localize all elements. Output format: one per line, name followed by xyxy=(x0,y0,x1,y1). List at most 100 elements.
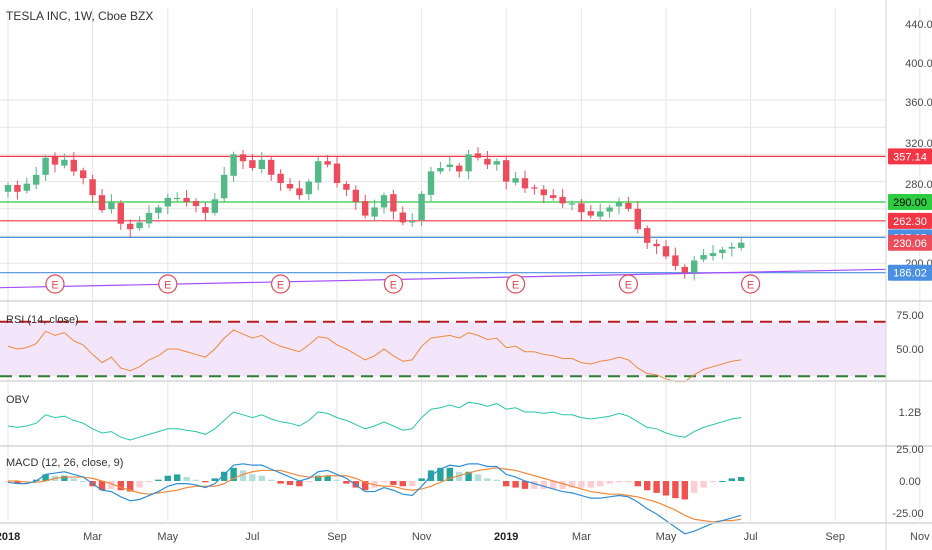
time-tick-label: Nov xyxy=(412,531,432,543)
macd-histogram-bar xyxy=(362,481,369,491)
candle-body xyxy=(136,222,143,229)
candle-body xyxy=(681,266,688,273)
candle-body xyxy=(540,189,547,196)
candle-body xyxy=(315,161,322,183)
candle-body xyxy=(456,165,463,172)
earnings-circle xyxy=(505,274,526,294)
macd-histogram-bar xyxy=(597,481,604,487)
macd-histogram-bar xyxy=(399,481,406,487)
earnings-label: E xyxy=(164,280,171,292)
candle-body xyxy=(559,196,566,204)
candle-body xyxy=(512,178,519,183)
earnings-label: E xyxy=(747,280,754,292)
macd-histogram-bar xyxy=(672,481,679,499)
macd-histogram-bar xyxy=(221,471,228,481)
candle-body xyxy=(61,159,68,166)
macd-histogram-bar xyxy=(550,481,557,489)
level-badge-bg xyxy=(888,212,932,229)
earnings-label: E xyxy=(51,280,58,292)
macd-histogram-bar xyxy=(578,481,585,488)
candle-body xyxy=(521,178,529,189)
horizontal-levels xyxy=(0,155,887,289)
macd-histogram-bar xyxy=(296,481,303,487)
macd-histogram-bar xyxy=(174,474,181,481)
earnings-circle xyxy=(740,274,761,294)
candle-body xyxy=(239,154,247,162)
candle-body xyxy=(296,188,303,196)
macd-histogram-bar xyxy=(474,474,482,481)
candle-body xyxy=(98,195,106,211)
candle-body xyxy=(268,159,275,175)
candle-body xyxy=(230,154,237,176)
level-badge: 186.02 xyxy=(893,268,927,280)
macd-histogram-bar xyxy=(286,481,294,485)
macd-histogram-bar xyxy=(409,481,416,487)
macd-histogram-bar xyxy=(117,481,124,491)
macd-histogram-bar xyxy=(521,481,529,489)
macd-histogram-bar xyxy=(465,471,472,481)
candle-body xyxy=(183,197,190,202)
earnings-circle xyxy=(158,274,178,294)
time-axis: 2018 Mar May Jul Sep Nov 2019 Mar May Jul Sep Nov xyxy=(0,531,930,543)
macd-tick-label: 0.00 xyxy=(899,476,920,488)
earnings-label: E xyxy=(512,280,519,292)
candle-body xyxy=(145,212,153,224)
macd-histogram-bar xyxy=(634,481,641,487)
candle-body xyxy=(587,211,594,216)
price-axis: 440.00400.00360.00320.00280.00200.00357.… xyxy=(888,19,932,520)
obv-plot xyxy=(7,401,742,441)
macd-histogram-bar xyxy=(493,479,500,481)
candle-body xyxy=(333,163,341,183)
earnings-circle xyxy=(383,274,403,294)
macd-histogram-bar xyxy=(230,467,237,481)
time-tick-label: Sep xyxy=(327,531,347,543)
candle-body xyxy=(691,260,698,273)
candle-body xyxy=(644,228,651,243)
candle-body xyxy=(550,195,557,198)
macd-histogram-bar xyxy=(587,481,594,488)
candle-body xyxy=(23,183,30,191)
candle-body xyxy=(606,207,613,212)
time-tick-label: Jul xyxy=(744,531,758,543)
candle-body xyxy=(164,197,171,207)
macd-histogram-bar xyxy=(333,479,341,481)
macd-histogram-bar xyxy=(80,481,87,482)
macd-histogram-bar xyxy=(662,481,670,496)
macd-histogram-bar xyxy=(277,481,284,484)
rsi-plot xyxy=(0,320,886,383)
rsi-line xyxy=(7,329,742,383)
macd-histogram-bar xyxy=(559,481,566,489)
candle-body xyxy=(465,154,472,172)
candle-body xyxy=(531,187,538,189)
candle-body xyxy=(305,181,312,195)
candle-body xyxy=(33,174,40,185)
macd-tick-label: -25.00 xyxy=(892,508,923,520)
macd-histogram-bar xyxy=(98,481,106,491)
price-tick-label: 280.00 xyxy=(905,179,932,191)
macd-histogram-bar xyxy=(127,481,134,492)
candle-body xyxy=(117,203,124,224)
candle-body xyxy=(258,159,265,170)
candle-body xyxy=(14,185,21,192)
macd-histogram-bar xyxy=(606,481,613,484)
candle-body xyxy=(474,153,482,158)
earnings-circle xyxy=(271,274,291,294)
macd-histogram-bar xyxy=(70,478,77,481)
candle-body xyxy=(662,246,670,257)
macd-histogram-bar xyxy=(343,481,350,484)
candle-body xyxy=(625,203,632,209)
candle-body xyxy=(719,249,726,253)
time-tick-label: Jul xyxy=(245,531,259,543)
time-tick-label: 2018 xyxy=(0,531,20,543)
candle-body xyxy=(738,242,745,248)
candle-body xyxy=(728,246,735,249)
candle-body xyxy=(484,158,491,165)
time-tick-label: Mar xyxy=(572,531,591,543)
earnings-circle xyxy=(45,274,65,294)
macd-histogram-bar xyxy=(14,481,21,484)
trend-line xyxy=(0,268,887,289)
candle-body xyxy=(127,223,134,230)
macd-histogram-bar xyxy=(108,481,115,489)
level-badge: 290.00 xyxy=(893,197,927,209)
